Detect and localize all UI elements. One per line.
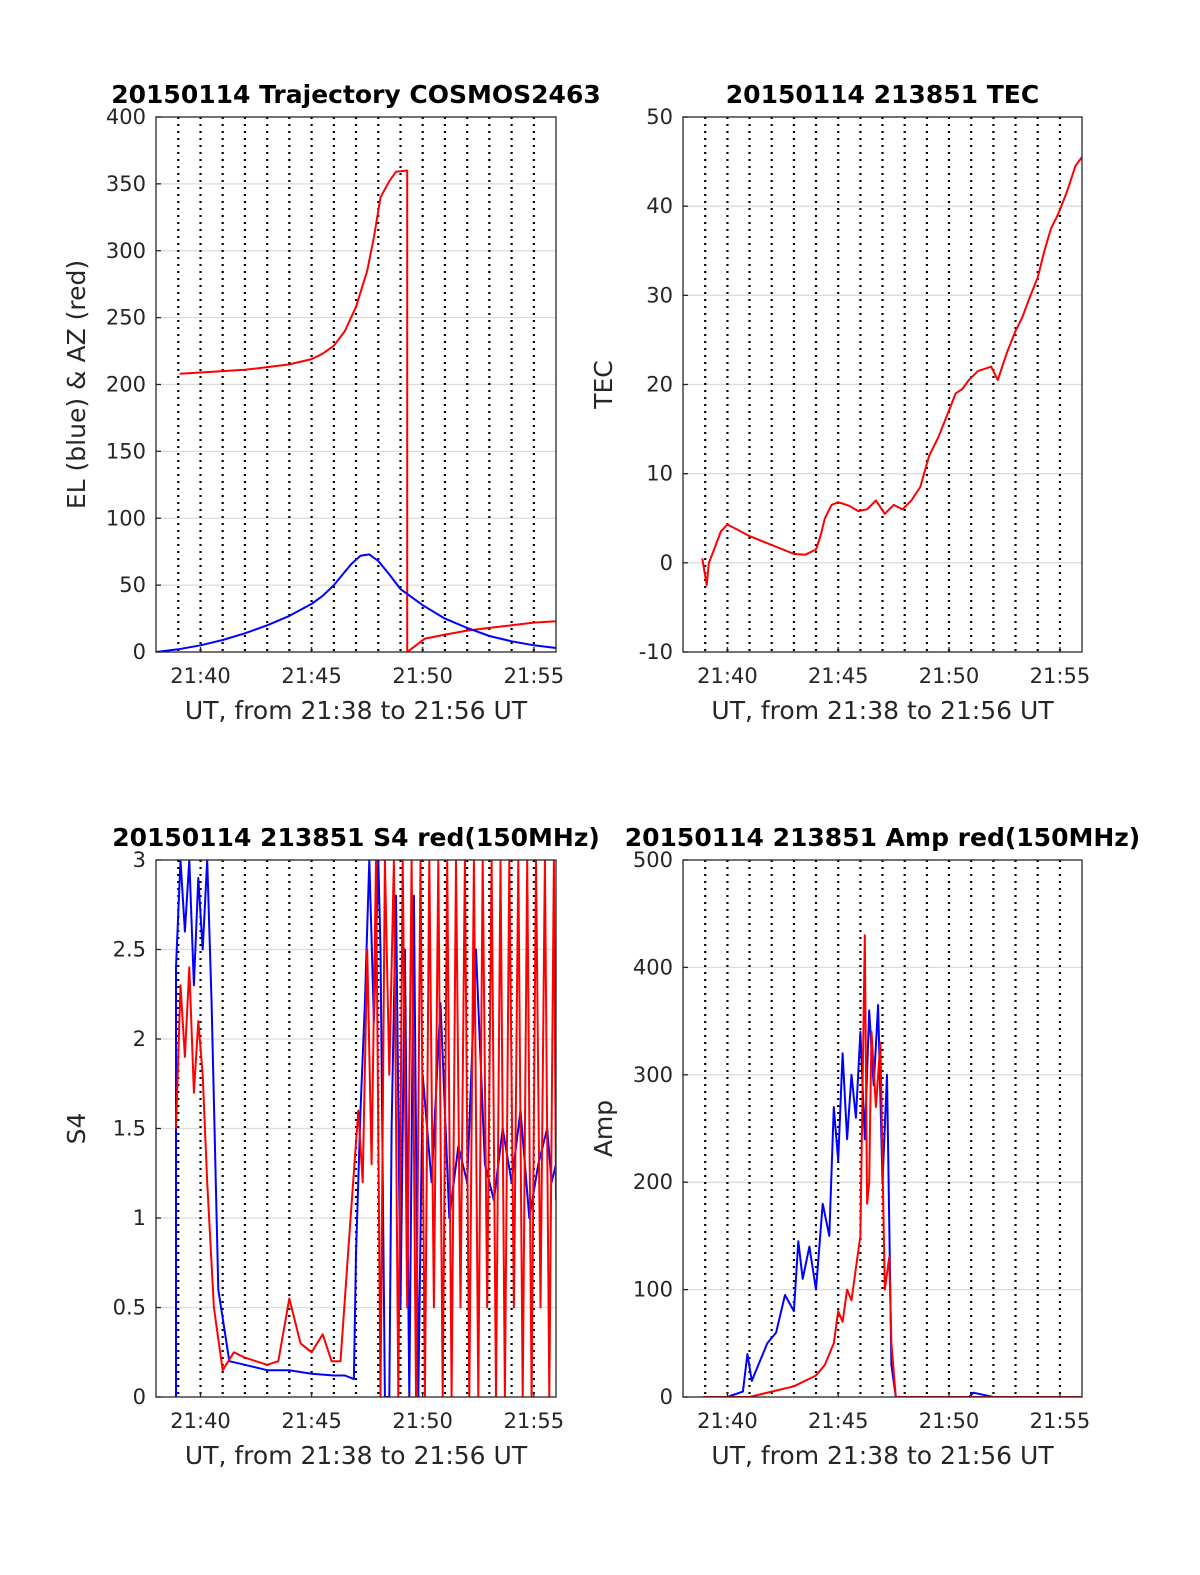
y-axis-label: TEC (589, 360, 618, 410)
x-tick-label-1: 21:45 (808, 664, 869, 688)
x-tick-label-0: 21:40 (697, 664, 758, 688)
chart-title: 20150114 213851 TEC (726, 80, 1039, 109)
y-tick-label-3: 300 (633, 1063, 673, 1087)
y-tick-label-0: 0 (133, 1385, 146, 1409)
chart-panel-4: 0 100 200 300 400 500 21:40 21:45 21:50 21:55 2015… (589, 823, 1140, 1470)
y-tick-label-1: 100 (633, 1278, 673, 1302)
chart-panel-1: 0 50 100 150 200 250 300 350 400 21:40 21:45 21:50 2… (62, 80, 601, 725)
y-tick-label-6: 50 (646, 105, 673, 129)
x-tick-label-2: 21:50 (919, 1409, 980, 1433)
x-tick-label-3: 21:55 (504, 664, 565, 688)
y-tick-label-6: 3 (133, 848, 146, 872)
series-line-2 (175, 860, 556, 1397)
y-tick-label-0: -10 (639, 640, 673, 664)
x-tick-label-3: 21:55 (504, 1409, 565, 1433)
y-tick-label-2: 100 (106, 506, 146, 530)
y-axis-label: S4 (62, 1113, 91, 1145)
y-tick-label-4: 400 (633, 955, 673, 979)
y-tick-label-6: 300 (106, 239, 146, 263)
x-tick-label-2: 21:50 (392, 1409, 453, 1433)
x-tick-label-2: 21:50 (392, 664, 453, 688)
y-tick-label-1: 0.5 (113, 1296, 146, 1320)
y-tick-label-7: 350 (106, 172, 146, 196)
y-tick-label-0: 0 (133, 640, 146, 664)
y-tick-label-5: 250 (106, 306, 146, 330)
series-line-2 (703, 934, 1082, 1397)
y-tick-label-2: 10 (646, 462, 673, 486)
x-axis-label: UT, from 21:38 to 21:56 UT (185, 696, 528, 725)
chart-panel-3: 0 0.5 1 1.5 2 2.5 3 21:40 21:45 21:50 21:55 2015011… (62, 823, 600, 1470)
series-line-2 (156, 553, 556, 652)
y-tick-label-5: 40 (646, 194, 673, 218)
x-tick-label-0: 21:40 (170, 664, 231, 688)
axes-frame (682, 859, 1083, 1398)
chart-panel-2: -10 0 10 20 30 40 50 21:40 21:45 21:50 21:55 201501… (589, 80, 1090, 725)
y-axis-label: EL (blue) & AZ (red) (62, 260, 91, 509)
y-tick-label-4: 2 (133, 1027, 146, 1051)
y-tick-label-2: 200 (633, 1170, 673, 1194)
series-line-1 (703, 1004, 1082, 1397)
x-tick-label-3: 21:55 (1030, 1409, 1091, 1433)
y-tick-label-3: 20 (646, 373, 673, 397)
x-axis-label: UT, from 21:38 to 21:56 UT (711, 696, 1054, 725)
x-tick-label-1: 21:45 (281, 664, 342, 688)
x-tick-label-3: 21:55 (1030, 664, 1091, 688)
x-tick-label-0: 21:40 (697, 1409, 758, 1433)
x-tick-label-1: 21:45 (281, 1409, 342, 1433)
series-line-1 (701, 156, 1082, 587)
y-tick-label-0: 0 (660, 1385, 673, 1409)
y-tick-label-4: 30 (646, 283, 673, 307)
y-tick-label-1: 50 (119, 573, 146, 597)
chart-title: 20150114 213851 S4 red(150MHz) (112, 823, 600, 852)
chart-title: 20150114 213851 Amp red(150MHz) (625, 823, 1141, 852)
x-tick-label-0: 21:40 (170, 1409, 231, 1433)
y-tick-label-3: 1.5 (113, 1117, 146, 1141)
y-axis-label: Amp (589, 1100, 618, 1157)
y-tick-label-5: 500 (633, 848, 673, 872)
chart-title: 20150114 Trajectory COSMOS2463 (111, 80, 601, 109)
y-tick-label-5: 2.5 (113, 938, 146, 962)
x-axis-label: UT, from 21:38 to 21:56 UT (711, 1441, 1054, 1470)
x-tick-label-2: 21:50 (919, 664, 980, 688)
y-tick-label-3: 150 (106, 439, 146, 463)
y-tick-label-4: 200 (106, 373, 146, 397)
x-axis-label: UT, from 21:38 to 21:56 UT (185, 1441, 528, 1470)
x-tick-label-1: 21:45 (808, 1409, 869, 1433)
y-tick-label-1: 0 (660, 551, 673, 575)
series-line-1 (179, 169, 556, 652)
y-tick-label-2: 1 (133, 1206, 146, 1230)
y-tick-label-8: 400 (106, 105, 146, 129)
